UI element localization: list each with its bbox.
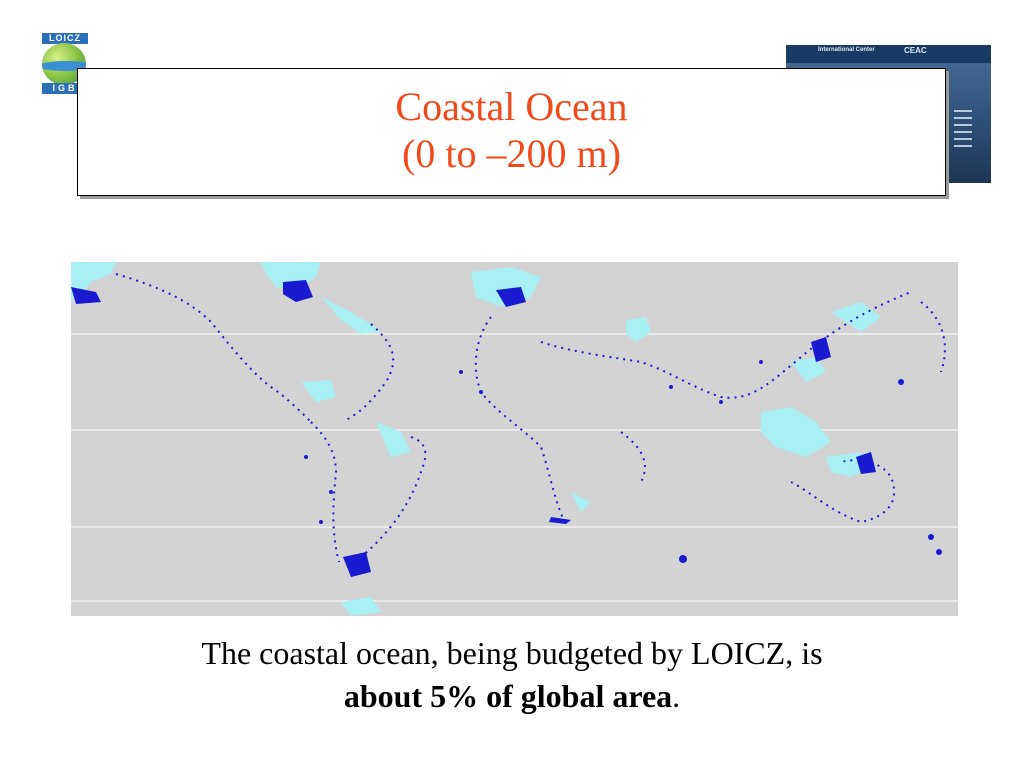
coastal-ocean-map	[71, 262, 958, 616]
caption: The coastal ocean, being budgeted by LOI…	[0, 632, 1024, 718]
coastline-stipple	[115, 273, 946, 563]
thumbnail-header-right: CEAC	[904, 46, 927, 55]
loicz-logo: LOICZ IGB	[40, 33, 90, 95]
caption-period: .	[672, 678, 681, 714]
caption-line-1: The coastal ocean, being budgeted by LOI…	[201, 635, 823, 671]
title-box: Coastal Ocean (0 to –200 m)	[77, 68, 946, 196]
caption-line-2: about 5% of global area.	[0, 675, 1024, 718]
thumbnail-menu	[954, 105, 988, 183]
logo-top-label: LOICZ	[42, 33, 88, 44]
logo-bottom-label: IGB	[42, 83, 88, 94]
continental-shelf-dark	[71, 280, 942, 577]
thumbnail-header: International Center CEAC	[786, 45, 991, 63]
thumbnail-header-left: International Center	[818, 47, 875, 53]
title-line-2: (0 to –200 m)	[402, 131, 621, 176]
title-line-1: Coastal Ocean	[395, 84, 628, 129]
caption-emphasis: about 5% of global area	[343, 678, 673, 714]
